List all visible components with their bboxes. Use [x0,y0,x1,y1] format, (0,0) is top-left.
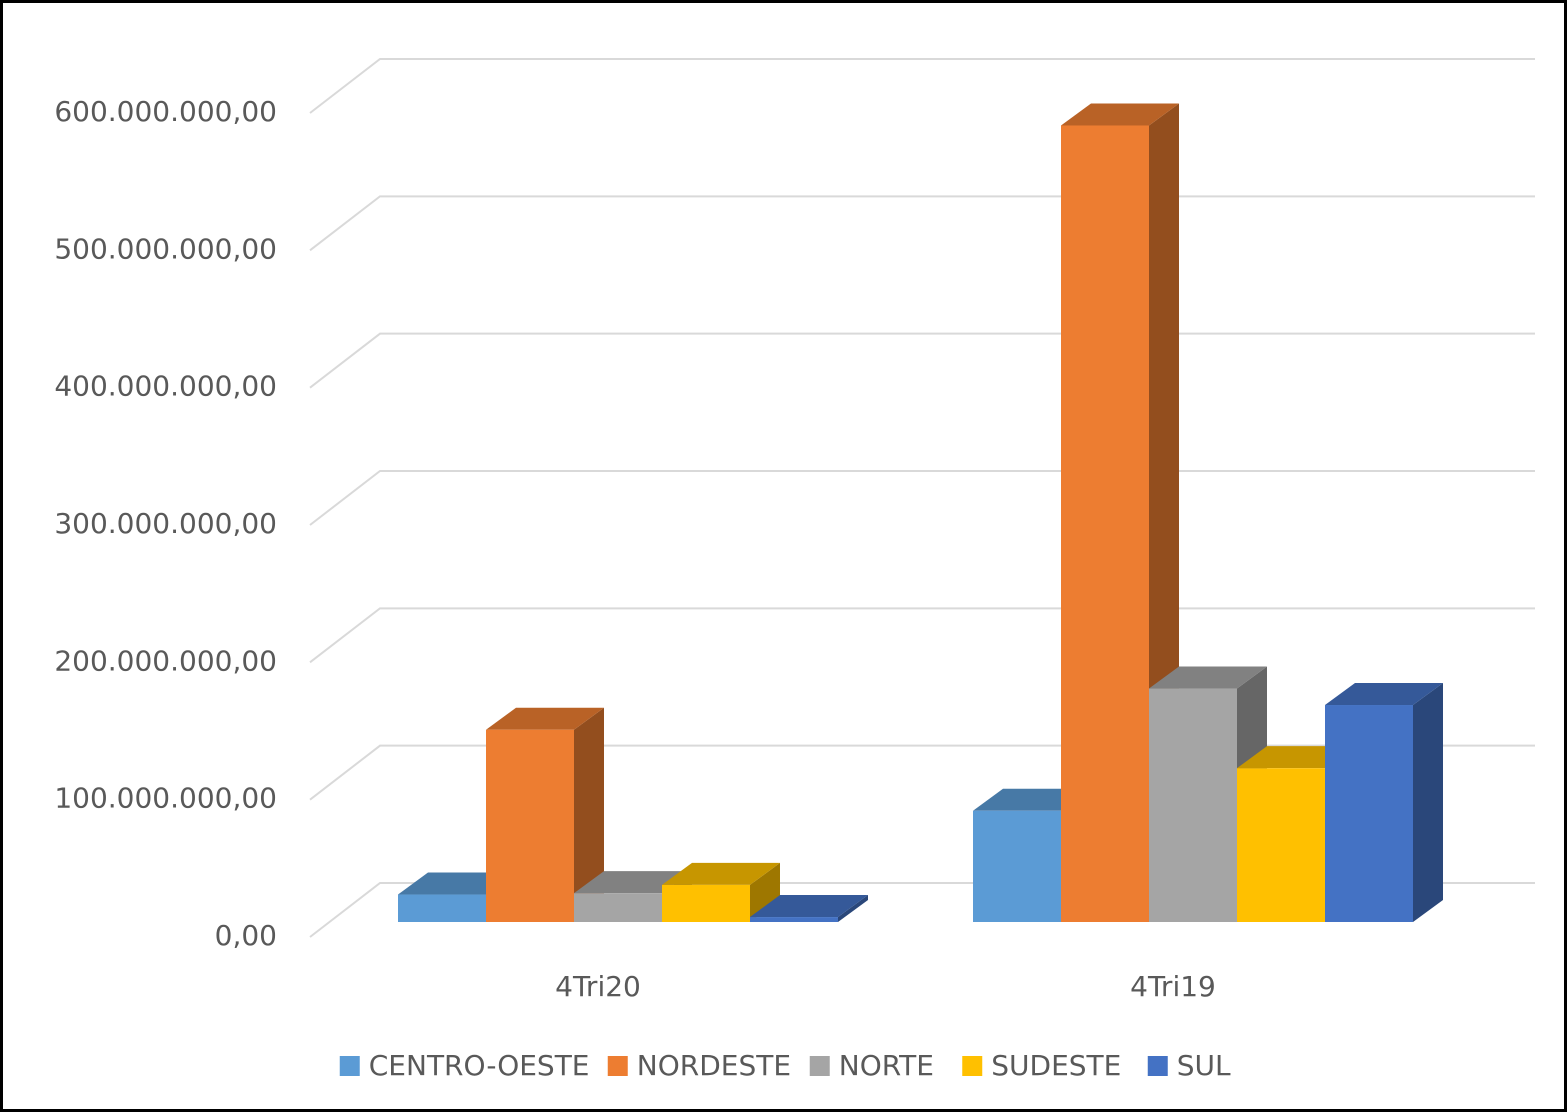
bar-top [662,862,780,885]
bar-side [750,862,780,922]
bar [574,893,662,922]
legend-label: NORTE [839,1049,934,1082]
legend-label: NORDESTE [637,1049,791,1082]
y-tick-label: 500.000.000,00 [54,232,277,265]
bar-top [750,895,868,918]
legend-swatch [339,1056,360,1076]
x-tick-label: 4Tri19 [1130,970,1216,1003]
bar-top [1061,103,1179,126]
grid-line [309,58,1535,114]
y-tick-label: 400.000.000,00 [54,370,277,403]
x-tick-label: 4Tri20 [555,970,641,1003]
y-tick-label: 100.000.000,00 [54,782,277,815]
legend-label: SUDESTE [991,1049,1121,1082]
y-tick-label: 300.000.000,00 [54,507,277,540]
legend-swatch [962,1056,983,1076]
legend-label: SUL [1177,1049,1231,1082]
y-tick-label: 0,00 [215,919,277,952]
legend-swatch [809,1056,830,1076]
y-tick-label: 200.000.000,00 [54,644,277,677]
bar [750,917,838,922]
bar [1061,125,1149,922]
bar-side [838,895,868,922]
bar-side [1413,683,1443,922]
bar-side [574,707,604,922]
legend-label: CENTRO-OESTE [369,1049,590,1082]
bar [486,729,574,922]
bar [973,810,1061,922]
bar-top [486,707,604,730]
bar-top [1325,683,1443,706]
bar [1325,705,1413,922]
bar [1149,688,1237,922]
bar [1237,768,1325,922]
legend-swatch [607,1056,628,1076]
bar [662,884,750,922]
bar [398,894,486,922]
bar-top [1149,666,1267,689]
y-tick-label: 600.000.000,00 [54,95,277,128]
legend-swatch [1147,1056,1168,1076]
